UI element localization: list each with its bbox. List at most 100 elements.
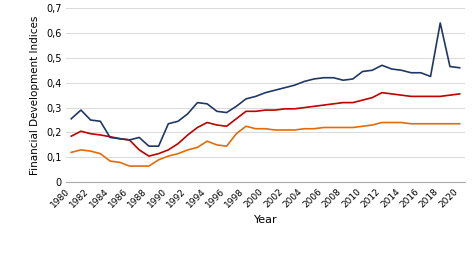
Financial market Index (263, 127, 268, 130)
FD index (224, 125, 229, 128)
Financial market Index (428, 122, 433, 125)
FD index (321, 103, 327, 107)
FD index (408, 95, 414, 98)
Financial Institution Index (156, 144, 162, 148)
Line: Financial Institution Index: Financial Institution Index (71, 23, 460, 146)
Financial market Index (350, 126, 356, 129)
FD index (107, 135, 113, 138)
Financial market Index (175, 152, 181, 155)
Financial market Index (272, 128, 278, 132)
Financial Institution Index (195, 101, 201, 104)
Financial market Index (438, 122, 443, 125)
FD index (243, 110, 249, 113)
Financial market Index (214, 143, 220, 147)
Financial market Index (107, 159, 113, 163)
FD index (234, 117, 239, 120)
Financial market Index (321, 126, 327, 129)
Financial market Index (447, 122, 453, 125)
FD index (389, 92, 394, 95)
Financial Institution Index (107, 136, 113, 139)
Financial market Index (418, 122, 424, 125)
Financial Institution Index (117, 137, 123, 140)
Financial Institution Index (137, 136, 142, 139)
FD index (428, 95, 433, 98)
Financial Institution Index (418, 71, 424, 74)
Financial market Index (301, 127, 307, 130)
Financial market Index (98, 152, 103, 155)
Financial Institution Index (447, 65, 453, 68)
Financial Institution Index (457, 66, 463, 69)
Financial Institution Index (263, 91, 268, 94)
Financial market Index (399, 121, 404, 124)
Financial market Index (330, 126, 336, 129)
Financial Institution Index (165, 122, 171, 125)
Financial Institution Index (379, 64, 385, 67)
Financial market Index (88, 150, 93, 153)
Financial Institution Index (408, 71, 414, 74)
Financial Institution Index (253, 95, 259, 98)
Financial Institution Index (243, 97, 249, 100)
FD index (195, 126, 201, 129)
Financial Institution Index (340, 79, 346, 82)
Financial market Index (117, 161, 123, 164)
Financial Institution Index (185, 112, 191, 116)
Financial market Index (146, 165, 152, 168)
FD index (214, 123, 220, 126)
FD index (185, 133, 191, 137)
Financial market Index (68, 151, 74, 154)
Financial Institution Index (399, 69, 404, 72)
Financial Institution Index (428, 75, 433, 78)
Financial market Index (127, 165, 132, 168)
FD index (117, 137, 123, 140)
FD index (263, 109, 268, 112)
Financial market Index (340, 126, 346, 129)
Financial Institution Index (127, 138, 132, 142)
FD index (253, 110, 259, 113)
Financial market Index (234, 132, 239, 135)
Financial Institution Index (321, 76, 327, 79)
Financial Institution Index (175, 120, 181, 123)
Financial Institution Index (224, 111, 229, 114)
Financial market Index (224, 144, 229, 148)
Financial market Index (156, 158, 162, 161)
X-axis label: Year: Year (254, 215, 277, 225)
FD index (438, 95, 443, 98)
Financial Institution Index (389, 67, 394, 70)
FD index (204, 121, 210, 124)
Financial market Index (457, 122, 463, 125)
Financial market Index (243, 125, 249, 128)
Financial Institution Index (272, 88, 278, 92)
Financial market Index (253, 127, 259, 130)
Financial market Index (311, 127, 317, 130)
Financial Institution Index (214, 110, 220, 113)
Financial Institution Index (311, 77, 317, 81)
FD index (340, 101, 346, 104)
FD index (447, 94, 453, 97)
FD index (301, 106, 307, 109)
FD index (360, 99, 365, 102)
Financial market Index (379, 121, 385, 124)
Financial Institution Index (98, 120, 103, 123)
FD index (88, 132, 93, 135)
Financial Institution Index (204, 102, 210, 105)
FD index (330, 102, 336, 105)
FD index (146, 154, 152, 158)
FD index (399, 94, 404, 97)
Financial market Index (137, 165, 142, 168)
Financial Institution Index (438, 21, 443, 25)
Financial market Index (408, 122, 414, 125)
Line: FD index: FD index (71, 93, 460, 156)
Financial Institution Index (301, 80, 307, 83)
FD index (156, 152, 162, 155)
Line: Financial market Index: Financial market Index (71, 122, 460, 166)
Financial Institution Index (360, 70, 365, 73)
FD index (137, 148, 142, 151)
FD index (68, 135, 74, 138)
FD index (379, 91, 385, 94)
FD index (350, 101, 356, 104)
Financial Institution Index (88, 118, 93, 122)
FD index (292, 107, 297, 110)
Financial market Index (282, 128, 288, 132)
Financial market Index (389, 121, 394, 124)
FD index (98, 133, 103, 137)
